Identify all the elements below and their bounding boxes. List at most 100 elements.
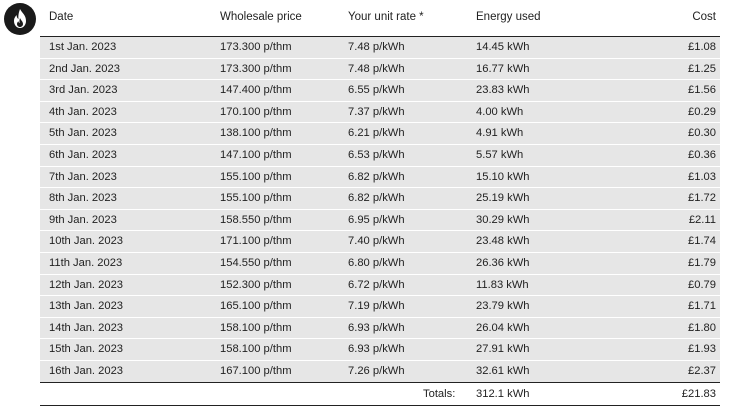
table-row: 13th Jan. 2023 165.100 p/thm 7.19 p/kWh … [40,296,720,318]
cell-cost: £0.29 [688,105,716,118]
cell-wholesale-price: 155.100 p/thm [220,192,292,205]
header-cost: Cost [692,11,716,23]
cell-energy-used: 32.61 kWh [476,364,530,377]
table-row: 11th Jan. 2023 154.550 p/thm 6.80 p/kWh … [40,253,720,275]
table-row: 2nd Jan. 2023 173.300 p/thm 7.48 p/kWh 1… [40,59,720,81]
cell-cost: £1.56 [688,84,716,97]
cell-date: 15th Jan. 2023 [49,343,124,356]
table-row: 4th Jan. 2023 170.100 p/thm 7.37 p/kWh 4… [40,102,720,124]
cell-date: 8th Jan. 2023 [49,192,117,205]
cell-date: 12th Jan. 2023 [49,278,124,291]
cell-wholesale-price: 165.100 p/thm [220,300,292,313]
cell-unit-rate: 7.26 p/kWh [348,364,405,377]
cell-unit-rate: 6.21 p/kWh [348,127,405,140]
cell-date: 4th Jan. 2023 [49,105,117,118]
header-energy-used: Energy used [476,11,541,23]
cell-unit-rate: 6.80 p/kWh [348,256,405,269]
cell-wholesale-price: 173.300 p/thm [220,62,292,75]
table-row: 8th Jan. 2023 155.100 p/thm 6.82 p/kWh 2… [40,188,720,210]
cell-unit-rate: 6.93 p/kWh [348,321,405,334]
cell-unit-rate: 7.40 p/kWh [348,235,405,248]
table-header: Date Wholesale price Your unit rate * En… [40,0,720,36]
cell-date: 7th Jan. 2023 [49,170,117,183]
cell-cost: £1.93 [688,343,716,356]
cell-cost: £1.08 [688,41,716,53]
cell-unit-rate: 6.55 p/kWh [348,84,405,97]
cell-unit-rate: 6.53 p/kWh [348,148,405,161]
cell-energy-used: 16.77 kWh [476,62,530,75]
cell-energy-used: 5.57 kWh [476,148,524,161]
cell-cost: £0.36 [688,148,716,161]
cell-cost: £1.25 [688,62,716,75]
cell-energy-used: 23.48 kWh [476,235,530,248]
cell-energy-used: 26.36 kWh [476,256,530,269]
header-divider [40,36,720,37]
cell-energy-used: 11.83 kWh [476,278,529,291]
cell-wholesale-price: 147.400 p/thm [220,84,292,97]
table-row: 1st Jan. 2023 173.300 p/thm 7.48 p/kWh 1… [40,37,720,59]
cell-energy-used: 4.00 kWh [476,105,524,118]
cell-date: 5th Jan. 2023 [49,127,117,140]
cell-cost: £1.72 [688,192,716,205]
table-row: 10th Jan. 2023 171.100 p/thm 7.40 p/kWh … [40,231,720,253]
cell-cost: £1.71 [688,300,716,313]
cell-unit-rate: 7.37 p/kWh [348,105,405,118]
cell-energy-used: 23.79 kWh [476,300,530,313]
table-row: 3rd Jan. 2023 147.400 p/thm 6.55 p/kWh 2… [40,80,720,102]
table-row: 5th Jan. 2023 138.100 p/thm 6.21 p/kWh 4… [40,123,720,145]
table-row: 7th Jan. 2023 155.100 p/thm 6.82 p/kWh 1… [40,167,720,189]
totals-label: Totals: [423,388,456,400]
cell-unit-rate: 6.93 p/kWh [348,343,405,356]
cell-unit-rate: 7.48 p/kWh [348,62,405,75]
cell-date: 6th Jan. 2023 [49,148,117,161]
cell-unit-rate: 7.48 p/kWh [348,41,405,53]
cell-wholesale-price: 152.300 p/thm [220,278,292,291]
cell-date: 9th Jan. 2023 [49,213,117,226]
cell-wholesale-price: 147.100 p/thm [220,148,292,161]
cell-date: 10th Jan. 2023 [49,235,124,248]
cell-date: 3rd Jan. 2023 [49,84,118,97]
cell-date: 16th Jan. 2023 [49,364,124,377]
totals-cost: £21.83 [681,388,716,400]
table-row: 14th Jan. 2023 158.100 p/thm 6.93 p/kWh … [40,318,720,340]
table-row: 12th Jan. 2023 152.300 p/thm 6.72 p/kWh … [40,275,720,297]
header-unit-rate: Your unit rate * [348,11,424,23]
cell-wholesale-price: 158.100 p/thm [220,343,292,356]
cell-unit-rate: 6.82 p/kWh [348,170,405,183]
cell-unit-rate: 6.82 p/kWh [348,192,405,205]
cell-wholesale-price: 171.100 p/thm [220,235,292,248]
cell-wholesale-price: 170.100 p/thm [220,105,292,118]
cell-date: 2nd Jan. 2023 [49,62,120,75]
header-date: Date [49,11,74,23]
cell-cost: £2.37 [688,364,716,377]
cell-wholesale-price: 155.100 p/thm [220,170,292,183]
totals-row: Totals: 312.1 kWh £21.83 [40,383,720,405]
cell-cost: £1.79 [688,256,716,269]
cell-energy-used: 26.04 kWh [476,321,530,334]
cell-energy-used: 23.83 kWh [476,84,530,97]
cell-cost: £1.80 [688,321,716,334]
cell-wholesale-price: 173.300 p/thm [220,41,292,53]
table-row: 16th Jan. 2023 167.100 p/thm 7.26 p/kWh … [40,361,720,383]
cell-energy-used: 4.91 kWh [476,127,524,140]
cell-cost: £2.11 [688,213,716,226]
cell-energy-used: 25.19 kWh [476,192,530,205]
totals-divider [40,382,720,383]
table-row: 9th Jan. 2023 158.550 p/thm 6.95 p/kWh 3… [40,210,720,232]
cell-wholesale-price: 138.100 p/thm [220,127,292,140]
cell-unit-rate: 6.95 p/kWh [348,213,405,226]
cell-wholesale-price: 158.550 p/thm [220,213,292,226]
cell-cost: £0.30 [688,127,716,140]
flame-icon [4,3,36,35]
cell-wholesale-price: 167.100 p/thm [220,364,292,377]
cell-wholesale-price: 158.100 p/thm [220,321,292,334]
cell-wholesale-price: 154.550 p/thm [220,256,292,269]
cell-cost: £0.79 [688,278,716,291]
table-row: 6th Jan. 2023 147.100 p/thm 6.53 p/kWh 5… [40,145,720,167]
totals-energy: 312.1 kWh [476,388,530,400]
cell-date: 11th Jan. 2023 [49,256,123,269]
header-wholesale-price: Wholesale price [220,11,302,23]
cell-unit-rate: 6.72 p/kWh [348,278,405,291]
cell-energy-used: 14.45 kWh [476,41,530,53]
cell-energy-used: 15.10 kWh [476,170,530,183]
